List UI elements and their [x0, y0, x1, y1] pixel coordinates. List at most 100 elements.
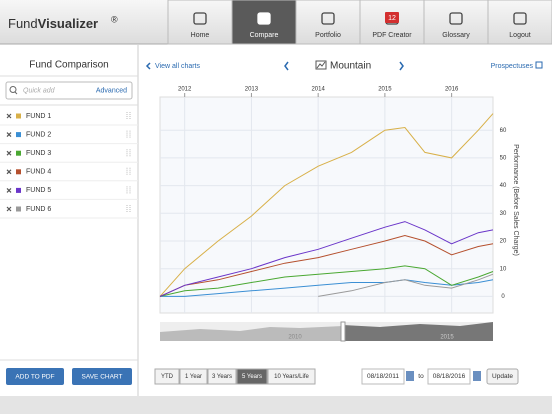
legend-swatch: [16, 206, 21, 212]
navigator-label: 2015: [440, 335, 454, 341]
nav-label: Home: [191, 32, 210, 39]
legend-swatch: [16, 132, 21, 138]
button-label: SAVE CHART: [82, 374, 123, 381]
plot: 2012 2013 2014 2015 2016 0 10 20 30 40 50 60: [159, 87, 507, 313]
drag-handle[interactable]: [126, 130, 131, 139]
range-button[interactable]: [179, 368, 208, 385]
drag-handle[interactable]: [126, 149, 131, 158]
plot-area: [159, 96, 494, 314]
range-label: 1 Year: [185, 374, 202, 380]
y-axis-label: Performance (Before Sales Charge): [512, 144, 519, 256]
y-tick-label: 0: [501, 294, 505, 300]
legend-swatch: [16, 113, 21, 119]
drag-handle[interactable]: [126, 186, 131, 195]
range-label: 5 Years: [242, 374, 262, 380]
series-line: [159, 221, 494, 297]
add-to-pdf-button[interactable]: [6, 368, 64, 385]
remove-icon[interactable]: [6, 150, 12, 156]
legend-label: FUND 2: [26, 131, 51, 138]
legend-swatch: [16, 150, 21, 156]
series-line: [318, 273, 494, 297]
remove-icon[interactable]: [6, 187, 12, 193]
update-button[interactable]: [486, 368, 519, 385]
range-label: YTD: [161, 374, 174, 380]
nav-icon: [449, 12, 463, 25]
nav-icon: [321, 12, 335, 25]
range-buttons: YTD 1 Year 3 Years 5 Years 10 Years/Life: [154, 368, 316, 385]
x-tick-label: 2012: [178, 87, 192, 93]
nav-label: Portfolio: [315, 32, 341, 39]
nav: Home Compare Portfolio PDF Creator 12 Glossar…: [167, 0, 552, 45]
next-chart[interactable]: [399, 61, 404, 71]
back-chevron: [145, 62, 151, 70]
search-box[interactable]: [5, 81, 133, 100]
drag-handle[interactable]: [126, 112, 131, 120]
legend-swatch: [16, 169, 21, 175]
logo-name: Visualizer: [38, 16, 98, 31]
navigator-area-selected: [343, 322, 493, 341]
x-tick-label: 2016: [445, 87, 459, 93]
bottom-bar: [0, 396, 552, 414]
nav-tab[interactable]: [487, 0, 552, 45]
remove-icon[interactable]: [6, 169, 12, 175]
remove-icon[interactable]: [6, 113, 12, 119]
legend-label: FUND 3: [26, 150, 51, 157]
sidebar-title: Fund Comparison: [29, 60, 108, 71]
logo-mark: ®: [111, 14, 118, 24]
nav-badge-text: 12: [388, 15, 396, 22]
button-label: ADD TO PDF: [15, 374, 54, 381]
external-icon: [535, 61, 543, 69]
range-button[interactable]: [267, 368, 316, 385]
remove-icon[interactable]: [6, 206, 12, 212]
navigator-handle[interactable]: [340, 321, 346, 342]
y-tick-label: 50: [500, 156, 507, 162]
y-tick-label: 40: [500, 183, 507, 189]
from-date[interactable]: [361, 368, 405, 385]
x-tick-label: 2015: [378, 87, 392, 93]
prospectuses-link[interactable]: Prospectuses: [491, 63, 534, 70]
from-date-text: 08/18/2011: [367, 373, 399, 380]
x-tick-label: 2013: [245, 87, 259, 93]
y-tick-label: 30: [500, 211, 507, 217]
remove-icon[interactable]: [6, 132, 12, 138]
prev-chart[interactable]: [284, 61, 289, 71]
mountain-icon: [316, 61, 326, 69]
fund-list: FUND 1 FUND 2 FUND 3 FUND 4 FUND 5 FUND 6: [0, 112, 138, 219]
range-label: 10 Years/Life: [274, 374, 309, 380]
view-all-charts[interactable]: View all charts: [155, 63, 201, 70]
drag-handle[interactable]: [126, 167, 131, 176]
x-tick-label: 2014: [311, 87, 325, 93]
navigator-area: [160, 326, 343, 341]
search-icon: [14, 91, 18, 95]
save-chart-button[interactable]: [72, 368, 132, 385]
nav-icon: [257, 12, 271, 25]
range-label: 3 Years: [212, 374, 232, 380]
range-button[interactable]: [236, 368, 268, 385]
y-tick-label: 10: [500, 266, 507, 272]
y-tick-label: 60: [500, 128, 507, 134]
advanced-link[interactable]: Advanced: [96, 87, 127, 94]
series-line: [159, 234, 494, 297]
y-tick-label: 20: [500, 239, 507, 245]
nav-label: Logout: [509, 32, 530, 39]
legend-swatch: [16, 187, 21, 193]
legend-label: FUND 6: [26, 206, 51, 213]
range-button[interactable]: [154, 368, 180, 385]
legend-label: FUND 5: [26, 187, 51, 194]
nav-icon: [193, 12, 207, 25]
to-date[interactable]: [427, 368, 471, 385]
calendar-icon[interactable]: [473, 371, 481, 381]
range-button[interactable]: [207, 368, 237, 385]
calendar-icon[interactable]: [406, 371, 414, 381]
search-icon: [9, 86, 17, 93]
drag-handle[interactable]: [126, 205, 131, 213]
nav-label: PDF Creator: [372, 32, 412, 39]
legend-label: FUND 1: [26, 113, 51, 120]
search-placeholder: Quick add: [23, 87, 56, 94]
logo: FundVisualizer: [8, 16, 98, 31]
legend-label: FUND 4: [26, 169, 51, 176]
series-line: [159, 113, 494, 297]
to-date-text: 08/18/2016: [433, 373, 466, 380]
navigator-label: 2010: [288, 335, 302, 341]
